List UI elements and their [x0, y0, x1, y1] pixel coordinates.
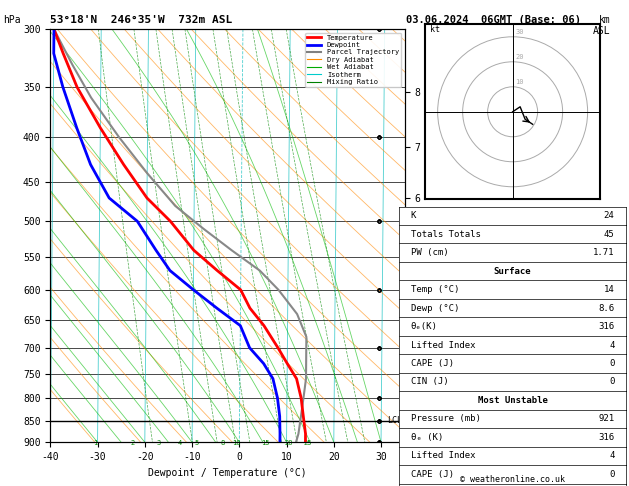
Text: 53°18'N  246°35'W  732m ASL: 53°18'N 246°35'W 732m ASL: [50, 15, 233, 25]
Text: 15: 15: [261, 440, 269, 446]
Text: Most Unstable: Most Unstable: [477, 396, 548, 405]
Text: 0: 0: [609, 378, 615, 386]
Text: K: K: [411, 211, 416, 220]
Text: LCL: LCL: [387, 416, 403, 425]
Text: 03.06.2024  06GMT (Base: 06): 03.06.2024 06GMT (Base: 06): [406, 15, 581, 25]
Text: 921: 921: [598, 415, 615, 423]
Text: Surface: Surface: [494, 267, 532, 276]
Text: Dewp (°C): Dewp (°C): [411, 304, 459, 312]
Text: 3: 3: [157, 440, 161, 446]
Text: Lifted Index: Lifted Index: [411, 341, 476, 349]
Text: 0: 0: [609, 359, 615, 368]
Text: 30: 30: [515, 29, 523, 35]
Text: CAPE (J): CAPE (J): [411, 470, 454, 479]
Text: CAPE (J): CAPE (J): [411, 359, 454, 368]
Text: 14: 14: [604, 285, 615, 294]
Text: 8: 8: [221, 440, 225, 446]
Text: 10: 10: [233, 440, 241, 446]
Text: PW (cm): PW (cm): [411, 248, 448, 257]
Text: CIN (J): CIN (J): [411, 378, 448, 386]
Text: 8.6: 8.6: [598, 304, 615, 312]
Text: 10: 10: [515, 79, 523, 85]
Text: 45: 45: [604, 230, 615, 239]
Text: 1: 1: [93, 440, 97, 446]
Text: θₑ (K): θₑ (K): [411, 433, 443, 442]
Text: hPa: hPa: [3, 15, 21, 25]
Text: 20: 20: [515, 54, 523, 60]
Text: Totals Totals: Totals Totals: [411, 230, 481, 239]
Text: 4: 4: [609, 451, 615, 460]
Text: © weatheronline.co.uk: © weatheronline.co.uk: [460, 474, 565, 484]
Text: 5: 5: [194, 440, 199, 446]
Legend: Temperature, Dewpoint, Parcel Trajectory, Dry Adiabat, Wet Adiabat, Isotherm, Mi: Temperature, Dewpoint, Parcel Trajectory…: [305, 33, 401, 87]
Text: kt: kt: [430, 25, 440, 34]
Text: 4: 4: [609, 341, 615, 349]
Text: 25: 25: [304, 440, 312, 446]
Text: θₑ(K): θₑ(K): [411, 322, 438, 331]
Text: 2: 2: [131, 440, 135, 446]
Text: 316: 316: [598, 322, 615, 331]
Text: Temp (°C): Temp (°C): [411, 285, 459, 294]
Text: km
ASL: km ASL: [593, 15, 610, 36]
Text: Lifted Index: Lifted Index: [411, 451, 476, 460]
X-axis label: Dewpoint / Temperature (°C): Dewpoint / Temperature (°C): [148, 468, 307, 478]
Text: 4: 4: [178, 440, 182, 446]
Text: 0: 0: [609, 470, 615, 479]
Text: Pressure (mb): Pressure (mb): [411, 415, 481, 423]
Text: 316: 316: [598, 433, 615, 442]
Text: 20: 20: [284, 440, 293, 446]
Text: 24: 24: [604, 211, 615, 220]
Text: 1.71: 1.71: [593, 248, 615, 257]
